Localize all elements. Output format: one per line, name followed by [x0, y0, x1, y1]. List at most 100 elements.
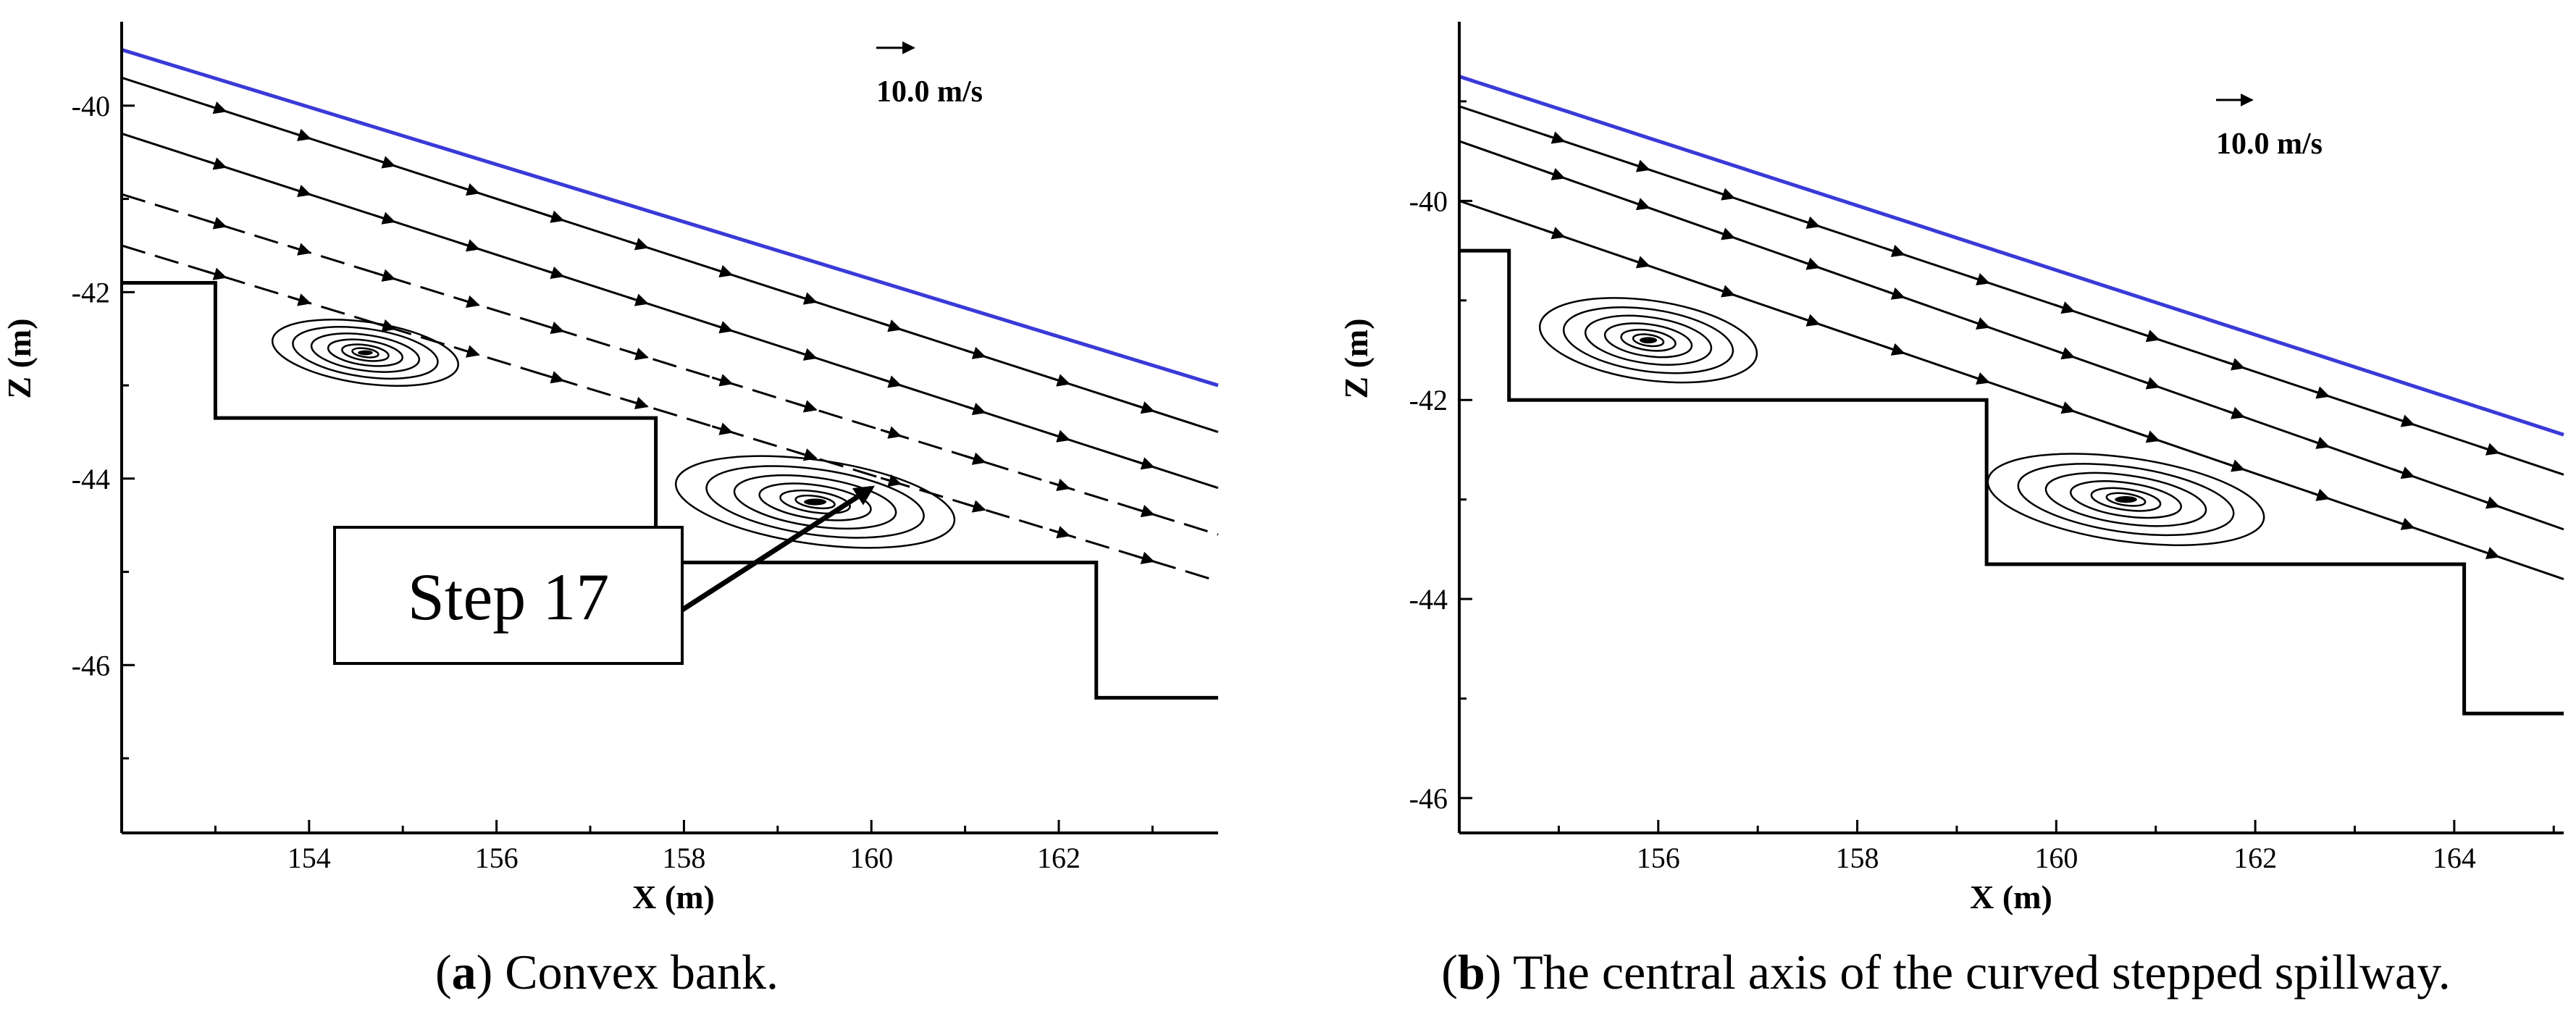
panel-a-velocity-arrow — [796, 448, 818, 461]
panel-b-y-tick-label: -46 — [1409, 782, 1448, 815]
panel-b-scale-label: 10.0 m/s — [2216, 127, 2323, 161]
panel-b-vortices — [1538, 297, 2265, 546]
panel-a-velocity-arrow — [711, 374, 734, 387]
panel-a-y-tick-label: -40 — [72, 90, 110, 122]
panel-a-velocity-arrow — [1049, 374, 1071, 387]
panel-a-y-tick-label: -42 — [72, 276, 110, 309]
panel-a-vortex-ring — [351, 347, 379, 359]
panel-a-velocity-arrow — [965, 346, 986, 359]
panel-b-scale-vector: 10.0 m/s — [2216, 93, 2323, 161]
panel-a-caption: (a) Convex bank. — [435, 944, 779, 1000]
panel-a-velocity-arrow — [1133, 401, 1155, 414]
panel-a-velocity-arrow — [880, 319, 902, 332]
panel-a-vortex-ring — [327, 338, 404, 367]
panel-a-vortex-ring — [705, 465, 925, 539]
panel-a-velocity-arrow — [290, 293, 311, 306]
panel-b-velocity-arrow — [2138, 377, 2160, 390]
panel-a-velocity-arrow — [458, 183, 480, 196]
panel-b-vortex-core — [2115, 496, 2137, 503]
panel-a-scale-label: 10.0 m/s — [876, 75, 983, 109]
panel-a-velocity-arrow — [374, 211, 396, 225]
panel-a-velocity-arrow — [880, 375, 902, 388]
panel-a-vortex-ring — [794, 494, 836, 510]
panel-b-velocity-arrow — [2393, 414, 2415, 427]
panel-b-velocity-arrow — [2393, 466, 2415, 479]
panel-a-velocity-arrow — [290, 185, 311, 198]
panel-b-velocity-arrow — [1884, 244, 1905, 257]
panel-a-velocity-arrow — [542, 266, 565, 280]
panel-a-velocity-arrow — [1133, 504, 1155, 518]
panel-b-velocity-arrow — [1798, 216, 1821, 229]
panel-b-streamlines — [1459, 105, 2564, 580]
panel-b-x-tick-label: 162 — [2233, 842, 2277, 874]
panel-b-velocity-arrow — [2478, 443, 2500, 456]
panel-a-vortex-ring — [292, 326, 439, 380]
panel-a-velocity-arrow — [206, 217, 227, 230]
panel-a-callout-label: Step 17 — [408, 560, 610, 634]
panel-b-velocity-arrow — [1713, 285, 1736, 298]
panel-b-y-ticks: -40 -42 -44 -46 — [1409, 100, 1472, 815]
panel-a-velocity-arrow — [965, 452, 986, 465]
panel-b-velocity-arrow — [1884, 343, 1905, 356]
panel-b-x-tick-label: 158 — [1836, 842, 1879, 874]
panel-b-x-tick-label: 160 — [2034, 842, 2078, 874]
panel-b-velocity-arrow — [1543, 131, 1566, 144]
panel-a-y-tick-label: -46 — [72, 649, 110, 682]
panel-a-velocity-arrow — [711, 422, 734, 435]
panel-b-vortex-ring — [2017, 463, 2235, 537]
panel-a-x-tick-label: 156 — [475, 842, 519, 874]
panel-b-velocity-arrow — [2223, 459, 2245, 472]
panel-a-x-ticks: 154 156 158 160 162 — [120, 820, 1154, 874]
panel-a-velocity-arrow — [796, 292, 818, 305]
panel-a-velocity-arrow — [458, 295, 480, 308]
panel-b-velocity-arrow — [2308, 386, 2330, 399]
panel-a-velocity-arrow — [627, 348, 649, 361]
panel-a-velocity-arrow — [1049, 478, 1071, 492]
panel-a-velocity-arrow — [206, 157, 227, 170]
panel-a-callout-box — [333, 526, 684, 665]
panel-b-vortex-ring — [1632, 333, 1665, 348]
panel-b-vortex-ring — [2105, 492, 2147, 507]
panel-b-y-tick-label: -42 — [1409, 384, 1448, 416]
panel-a-velocity-arrow — [542, 210, 565, 223]
panel-a-velocity-arrow — [374, 269, 396, 282]
panel-b-vortex-ring — [2044, 472, 2207, 527]
panel-a-x-axis-title: X (m) — [632, 879, 715, 915]
panel-a-velocity-arrow — [796, 400, 818, 413]
panel-b-x-axis-title: X (m) — [1970, 879, 2052, 915]
panel-b-velocity-arrow — [2053, 347, 2076, 360]
panel-a-convex-bank: 154 156 158 160 162 -40 -42 -44 -46 X (m) Z (m)… — [1, 22, 1219, 1000]
panel-a-velocity-arrow — [290, 243, 311, 256]
panel-b-velocity-arrow — [1798, 257, 1821, 270]
panel-b-velocity-arrow — [1968, 272, 1991, 286]
panel-a-velocity-arrow — [458, 239, 480, 252]
panel-b-vortex-ring — [1538, 297, 1758, 384]
panel-b-x-ticks: 156 158 160 162 164 — [1458, 820, 2555, 874]
panel-a-velocity-arrow — [711, 321, 734, 334]
panel-a-y-tick-label: -44 — [72, 463, 110, 495]
panel-b-y-tick-label: -40 — [1409, 185, 1448, 217]
panel-b-axes — [1458, 22, 2564, 834]
panel-b-y-tick-label: -44 — [1409, 583, 1448, 616]
panel-a-velocity-arrow — [627, 238, 649, 251]
panel-b-x-tick-label: 164 — [2433, 842, 2476, 874]
panel-a-velocity-arrow — [1049, 526, 1071, 539]
panel-a-x-tick-label: 162 — [1037, 842, 1081, 874]
panel-b-velocity-arrow — [1629, 256, 1650, 269]
panel-a-vortex-ring — [310, 332, 421, 373]
panel-a-streamlines — [121, 76, 1219, 582]
panel-b-velocity-arrow — [2393, 517, 2415, 530]
panel-a-vortex-ring — [779, 489, 851, 515]
panel-b-velocity-arrow — [1543, 227, 1566, 240]
panel-a-callout-arrow — [681, 485, 875, 612]
panel-b-free-surface-line — [1459, 75, 2564, 437]
panel-a-scale-vector: 10.0 m/s — [876, 41, 983, 109]
panel-a-vortex-ring — [271, 318, 459, 387]
panel-a-x-tick-label: 158 — [662, 842, 705, 874]
panel-b-vortex-ring — [1562, 306, 1734, 374]
panel-a-velocity-arrow — [458, 345, 480, 358]
panel-a-velocity-arrow — [965, 500, 986, 513]
panel-a-vortices — [271, 318, 956, 549]
panel-b-y-axis-title: Z (m) — [1338, 318, 1375, 398]
